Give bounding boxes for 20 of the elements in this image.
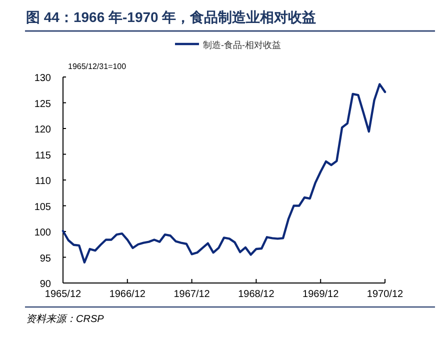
y-tick-label: 100 — [34, 228, 52, 238]
y-tick-label: 110 — [35, 176, 52, 187]
text: 资料来源：CRSP — [26, 313, 104, 325]
line-series — [62, 83, 386, 264]
x-tick-label: 1970/12 — [366, 289, 404, 300]
x-tick-label: 1965/12 — [44, 289, 82, 300]
x-tick-label: 1969/12 — [302, 289, 340, 300]
chart-title: 图 44：1966 年-1970 年，食品制造业相对收益 — [26, 9, 316, 25]
y-tick-label: 120 — [34, 124, 52, 136]
x-tick-label: 1967/12 — [174, 289, 210, 300]
x-tick-label: 1966/12 — [109, 289, 146, 300]
y-tick-label: 130 — [34, 73, 52, 84]
y-tick-label: 125 — [34, 98, 52, 110]
y-tick-label: 115 — [35, 150, 52, 162]
y-axis-title: 1965/12/31=100 — [68, 62, 127, 71]
y-tick-label: 105 — [34, 202, 52, 213]
legend-label: 制造-食品-相对收益 — [203, 40, 281, 50]
y-tick-label: 90 — [40, 279, 52, 290]
y-tick-label: 95 — [40, 253, 52, 264]
x-tick-label: 1968/12 — [238, 289, 275, 300]
